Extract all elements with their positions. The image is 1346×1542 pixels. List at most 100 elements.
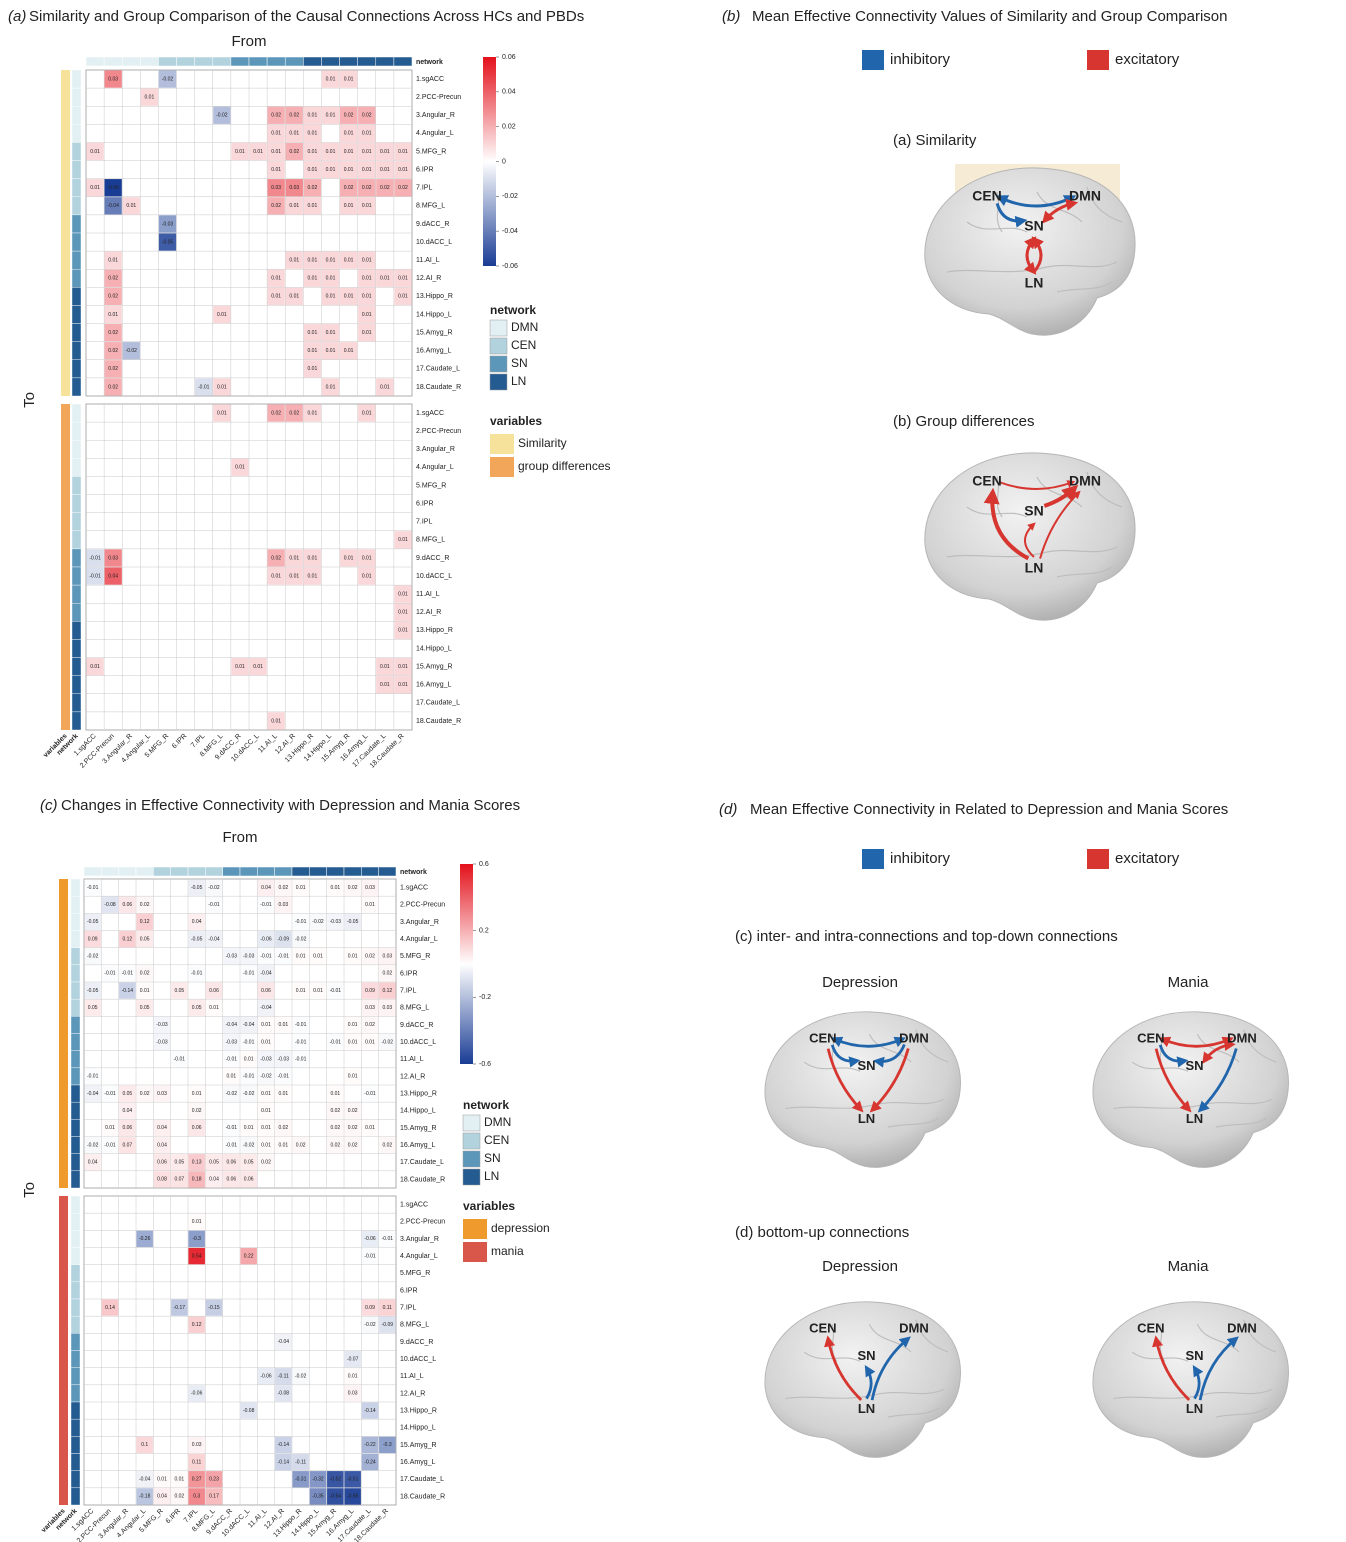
row-label: 18.Caudate_R <box>400 1176 445 1183</box>
cell-value: 0.04 <box>261 885 271 891</box>
row-label: 17.Caudate_L <box>400 1159 444 1166</box>
cell-value: 0.01 <box>344 76 354 82</box>
legend-swatch <box>490 374 507 390</box>
cell-value: 0.05 <box>122 1091 132 1097</box>
brain-diagram: CENDMNSNLN <box>765 1012 961 1168</box>
cell-value: 0.01 <box>308 257 318 263</box>
cell-value: 0.01 <box>348 1374 358 1380</box>
brain <box>1093 1012 1289 1168</box>
cell-value: 0.01 <box>271 131 281 137</box>
node-label: CEN <box>809 1030 836 1045</box>
row-label: 14.Hippo_L <box>416 311 452 318</box>
cell-value: 0.01 <box>326 276 336 282</box>
row-label: 4.Angular_L <box>400 1253 438 1260</box>
cell-value: -0.08 <box>104 902 116 908</box>
legend-label: Similarity <box>518 436 567 450</box>
network-header-cell <box>188 867 205 876</box>
cell-value: 0.02 <box>382 1142 392 1148</box>
cell-value: -0.02 <box>295 1374 307 1380</box>
cell-value: 0.01 <box>326 113 336 119</box>
network-bar-cell <box>71 1171 80 1188</box>
cell-value: 0.01 <box>244 1057 254 1063</box>
cell-value: 0.06 <box>122 902 132 908</box>
cell-value: 0.01 <box>398 682 408 688</box>
network-bar-cell <box>72 440 81 458</box>
cell-value: 0.03 <box>289 185 299 191</box>
cell-value: 0.02 <box>289 410 299 416</box>
row-label: 5.MFG_R <box>416 148 446 155</box>
network-bar-cell <box>72 287 81 305</box>
panel-title: Similarity and Group Comparison of the C… <box>29 8 584 25</box>
network-bar-cell <box>72 712 81 730</box>
cell-value: 0.06 <box>244 1177 254 1183</box>
cell-value: 0.01 <box>365 1039 375 1045</box>
cell-value: 0.01 <box>348 1039 358 1045</box>
node-label: CEN <box>972 188 1002 204</box>
cell-value: 0.03 <box>192 1442 202 1448</box>
cell-value: 0.01 <box>380 682 390 688</box>
network-header-cell <box>140 57 158 66</box>
legend-title: network <box>463 1098 509 1112</box>
cell-value: 0.01 <box>261 1108 271 1114</box>
network-bar-cell <box>72 233 81 251</box>
colorbar <box>460 864 473 1064</box>
cell-value: 0.12 <box>192 1322 202 1328</box>
cell-value: -0.14 <box>122 988 134 994</box>
cell-value: 0.12 <box>140 919 150 925</box>
row-label: 14.Hippo_L <box>400 1425 436 1432</box>
row-label: 12.AI_R <box>416 275 441 282</box>
cell-value: 0.01 <box>278 1091 288 1097</box>
legend-label: DMN <box>511 320 538 334</box>
row-label: 10.dACC_L <box>416 573 452 580</box>
cell-value: 0.01 <box>261 1022 271 1028</box>
cell-value: 0.01 <box>344 348 354 354</box>
cell-value: -0.04 <box>278 1339 290 1345</box>
cell-value: 0.01 <box>398 294 408 300</box>
colorbar-tick-label: 0.04 <box>502 89 516 96</box>
network-bar-cell <box>71 1119 80 1136</box>
cell-value: 0.02 <box>348 1108 358 1114</box>
cell-value: -0.01 <box>226 1142 238 1148</box>
network-header-cell <box>122 57 140 66</box>
node-label: SN <box>1185 1348 1203 1363</box>
cell-value: 0.05 <box>174 1160 184 1166</box>
cell-value: 0.09 <box>365 988 375 994</box>
cell-value: -0.06 <box>260 1374 272 1380</box>
cell-value: -0.05 <box>347 919 359 925</box>
row-label: 7.IPL <box>416 519 432 526</box>
cell-value: 0.01 <box>344 555 354 561</box>
cell-value: -0.02 <box>243 1091 255 1097</box>
diagram-title: Mania <box>1168 974 1210 991</box>
legend-label: LN <box>511 374 526 388</box>
network-bar-cell <box>71 1488 80 1505</box>
cell-value: 0.01 <box>344 167 354 173</box>
network-bar-cell <box>71 1248 80 1265</box>
network-bar-cell <box>72 476 81 494</box>
cell-value: 0.05 <box>209 1160 219 1166</box>
cell-value: 0.01 <box>362 257 372 263</box>
cell-value: -0.01 <box>295 1039 307 1045</box>
network-bar-cell <box>71 1102 80 1119</box>
cell-value: 0.02 <box>344 185 354 191</box>
cell-value: -0.18 <box>139 1494 151 1500</box>
cell-value: 0.01 <box>380 167 390 173</box>
node-label: CEN <box>809 1320 836 1335</box>
row-label: 15.Amyg_R <box>400 1125 437 1132</box>
cell-value: -0.01 <box>87 885 99 891</box>
variable-bar <box>61 70 70 396</box>
legend-label: excitatory <box>1115 850 1180 867</box>
network-header-cell <box>86 57 104 66</box>
cell-value: -0.03 <box>330 919 342 925</box>
network-bar-cell <box>72 360 81 378</box>
cell-value: -0.14 <box>364 1408 376 1414</box>
cell-value: -0.01 <box>330 988 342 994</box>
cell-value: 0.02 <box>140 1091 150 1097</box>
legend-title: network <box>490 303 536 317</box>
cell-value: -0.11 <box>295 1459 306 1465</box>
legend-label: CEN <box>511 338 536 352</box>
row-label: 15.Amyg_R <box>416 329 453 336</box>
row-label: 14.Hippo_L <box>400 1108 436 1115</box>
node-label: DMN <box>899 1320 929 1335</box>
cell-value: 0.01 <box>217 312 227 318</box>
cell-value: 0.01 <box>289 294 299 300</box>
